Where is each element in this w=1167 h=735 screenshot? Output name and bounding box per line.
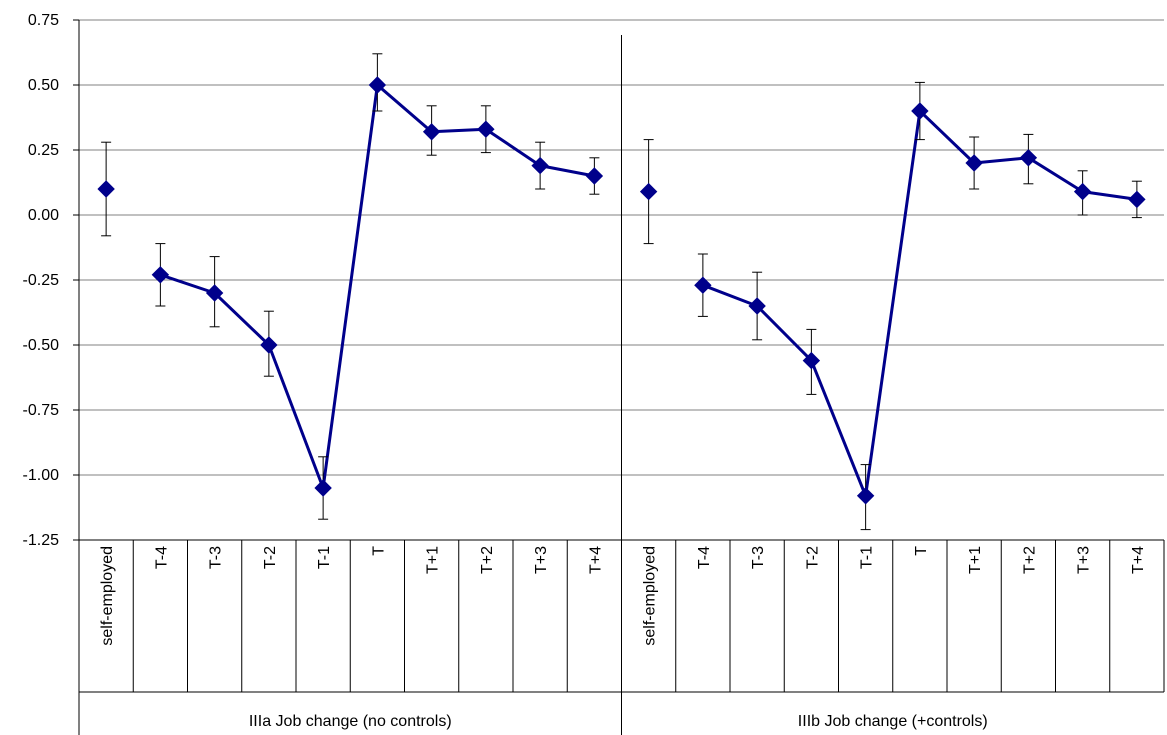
series-group-1: [639, 81, 1146, 531]
y-axis-tick-labels: 0.75 0.50 0.25 0.00 -0.25 -0.50 -0.75 -1.00 -1.2…: [23, 12, 60, 549]
data-point-marker: [911, 102, 929, 120]
x-group-label: IIIa Job change (no controls): [249, 713, 452, 730]
data-point-marker: [368, 76, 387, 94]
x-axis-group-labels: IIIa Job change (no controls) IIIb Job ch…: [249, 713, 988, 730]
x-category-label: T+1: [425, 546, 442, 574]
x-category-label: T+3: [533, 546, 550, 574]
y-tick-label: -1.00: [23, 467, 60, 484]
data-point-marker: [965, 154, 983, 172]
x-category-label: T-4: [153, 546, 170, 569]
data-point-marker: [260, 336, 278, 354]
x-category-label: T: [370, 546, 387, 556]
series-line: [159, 83, 595, 490]
y-tick-label: -0.50: [23, 337, 60, 354]
y-tick-label: 0.75: [28, 12, 59, 29]
data-point-marker: [748, 297, 766, 315]
data-point-marker: [1128, 190, 1146, 209]
data-point-marker: [151, 266, 170, 284]
data-point-marker: [97, 180, 115, 198]
y-tick-label: -0.75: [23, 402, 60, 419]
series-group-0: [97, 53, 604, 520]
data-point-marker: [802, 351, 821, 370]
x-category-label: T+4: [587, 546, 604, 574]
data-point-marker: [477, 120, 495, 138]
series-line: [702, 109, 1138, 498]
y-tick-label: -1.25: [23, 532, 60, 549]
data-point-marker: [856, 487, 875, 505]
data-point-marker: [639, 182, 658, 201]
x-category-label: T+2: [479, 546, 496, 574]
x-category-label: T+3: [1076, 546, 1093, 574]
x-axis-category-labels: self-employed T-4 T-3 T-2 T-1 T T+1 T+2 T+3 T+4 se…: [99, 546, 1147, 646]
x-category-label: T-2: [804, 546, 821, 569]
data-point-marker: [585, 167, 604, 185]
x-group-label: IIIb Job change (+controls): [798, 713, 988, 730]
x-category-label: T+1: [967, 546, 984, 574]
x-category-label: self-employed: [99, 546, 116, 646]
x-category-label: T-4: [696, 546, 713, 569]
x-category-label: T-3: [208, 546, 225, 569]
y-tick-label: -0.25: [23, 272, 60, 289]
data-point-marker: [205, 284, 224, 302]
axes: [73, 19, 1165, 735]
x-category-label: T: [913, 546, 930, 556]
data-point-marker: [1019, 149, 1038, 167]
x-category-label: T+4: [1130, 546, 1147, 574]
x-category-label: T-1: [316, 546, 333, 569]
data-point-marker: [422, 123, 441, 141]
y-tick-label: 0.00: [28, 207, 59, 224]
data-point-marker: [314, 479, 332, 497]
data-point-marker: [531, 156, 549, 175]
x-category-label: T-3: [750, 546, 767, 569]
series: [97, 53, 1146, 531]
x-category-label: T+2: [1021, 546, 1038, 574]
x-category-label: self-employed: [642, 546, 659, 646]
data-point-marker: [1073, 182, 1092, 201]
data-point-marker: [694, 276, 712, 294]
y-tick-label: 0.50: [28, 77, 59, 94]
x-category-label: T-2: [262, 546, 279, 569]
y-tick-label: 0.25: [28, 142, 59, 159]
x-category-label: T-1: [859, 546, 876, 569]
